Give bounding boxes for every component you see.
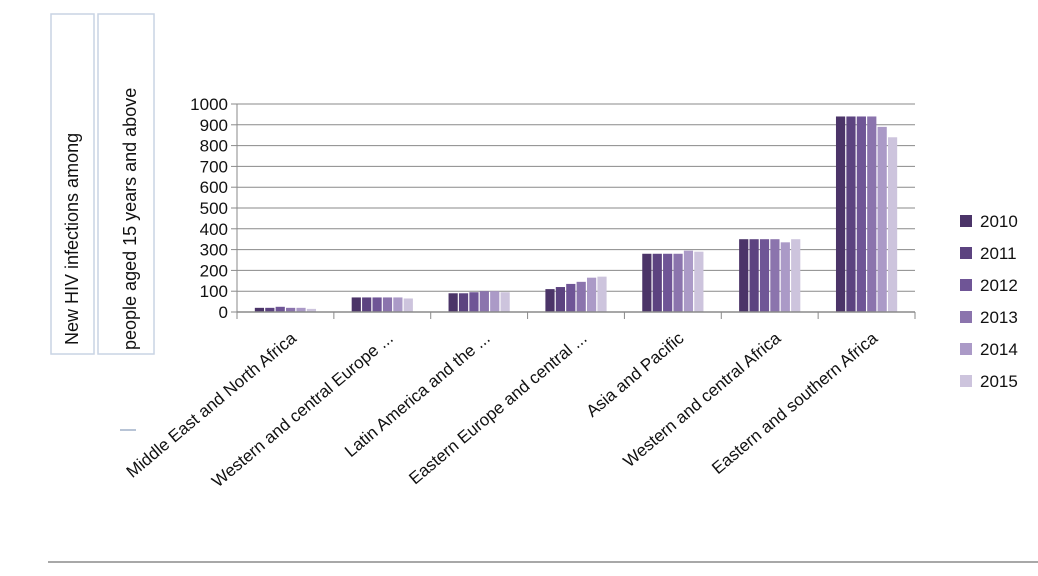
bar-2015 [500, 292, 510, 312]
bar-2010 [254, 307, 265, 312]
bar-2012 [759, 239, 770, 312]
bar-2012 [372, 297, 382, 312]
y-tick-label: 300 [200, 241, 228, 260]
bar-2013 [479, 291, 489, 312]
bar-2015 [403, 298, 413, 312]
bar-2012 [566, 283, 576, 312]
bar-2010 [835, 116, 846, 312]
y-tick-label: 1000 [190, 95, 228, 114]
category-label: Eastern and southern Africa [708, 328, 881, 478]
y-axis-label-line-2: people aged 15 years and above [120, 88, 140, 350]
bar-2013 [770, 239, 780, 312]
legend-swatch-2010 [960, 215, 972, 227]
bar-2011 [555, 287, 565, 312]
bar-2011 [652, 253, 662, 312]
legend-swatch-2011 [960, 247, 972, 259]
gridlines [237, 103, 915, 313]
bar-2014 [587, 277, 597, 312]
bar-2013 [576, 281, 586, 312]
bar-2011 [458, 293, 469, 312]
y-tick-label: 600 [200, 178, 228, 197]
y-axis-label-line-1: New HIV infections among [62, 133, 82, 345]
bar-2010 [739, 239, 749, 312]
y-tick-label: 900 [200, 116, 228, 135]
category-label: Middle East and North Africa [123, 328, 301, 481]
legend-label: 2012 [980, 276, 1018, 295]
bar-2014 [296, 307, 306, 312]
bar-2015 [597, 276, 607, 312]
category-label: Eastern Europe and central ... [405, 329, 590, 489]
bar-2013 [867, 116, 877, 312]
legend-label: 2014 [980, 340, 1018, 359]
y-tick-label: 100 [200, 282, 228, 301]
bar-2014 [780, 242, 790, 312]
bar-2012 [856, 116, 866, 312]
bar-2015 [694, 251, 704, 312]
bar-2011 [749, 239, 759, 312]
bar-2014 [490, 291, 500, 312]
bars [254, 116, 898, 312]
category-label: Asia and Pacific [583, 328, 688, 421]
y-tick-label: 500 [200, 199, 228, 218]
legend-label: 2013 [980, 308, 1018, 327]
legend-swatch-2015 [960, 375, 972, 387]
y-tick-label: 0 [219, 303, 228, 322]
bar-2010 [545, 289, 555, 312]
bar-2011 [362, 297, 372, 312]
bar-2011 [846, 116, 856, 312]
category-label: Western and central Africa [620, 328, 785, 471]
bar-2012 [469, 292, 479, 312]
bar-2012 [275, 306, 285, 312]
bar-2013 [286, 307, 296, 312]
bar-2010 [642, 253, 652, 312]
bar-2010 [351, 297, 361, 312]
bar-2012 [663, 253, 673, 312]
ylabel-box-2 [97, 13, 155, 355]
bar-2014 [393, 297, 403, 312]
legend-swatch-2012 [960, 279, 972, 291]
y-tick-label: 400 [200, 220, 228, 239]
bar-2014 [683, 250, 694, 312]
bar-2014 [877, 126, 887, 312]
bar-2015 [791, 239, 801, 312]
y-tick-label: 700 [200, 157, 228, 176]
bar-2011 [265, 307, 275, 312]
y-tick-label: 800 [200, 137, 228, 156]
legend-swatch-2014 [960, 343, 972, 355]
bar-2013 [382, 297, 393, 312]
legend-swatch-2013 [960, 311, 972, 323]
legend-label: 2010 [980, 212, 1018, 231]
bar-2015 [306, 308, 317, 312]
bar-2013 [673, 253, 683, 312]
ylabel-box-1 [50, 13, 95, 355]
bar-2010 [448, 293, 458, 312]
bar-2015 [887, 137, 898, 312]
legend-label: 2011 [980, 244, 1017, 263]
legend-label: 2015 [980, 372, 1018, 391]
legend: 2010 2011 2012 2013 2014 2015 [960, 212, 1018, 391]
category-label: Western and central Europe ... [208, 329, 397, 492]
x-axis [236, 104, 916, 319]
y-tick-label: 200 [200, 261, 228, 280]
